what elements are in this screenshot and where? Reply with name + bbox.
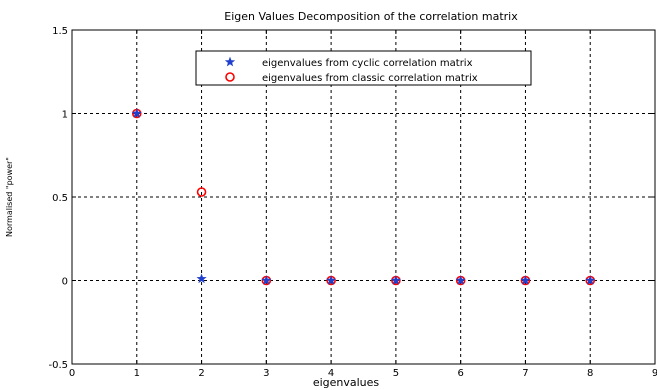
y-tick-label: 1 xyxy=(62,110,68,121)
y-tick-label: 1.5 xyxy=(52,26,68,37)
y-tick-label: -0.5 xyxy=(48,360,68,371)
legend-marker-classic xyxy=(225,72,235,82)
cyclic-eigenvalue-point xyxy=(520,275,531,285)
x-tick-label: 5 xyxy=(393,368,399,379)
legend-label: eigenvalues from classic correlation mat… xyxy=(262,73,478,84)
x-tick-label: 9 xyxy=(652,368,657,379)
cyclic-eigenvalue-point xyxy=(390,275,401,285)
cyclic-eigenvalue-point xyxy=(585,275,596,285)
x-tick-label: 3 xyxy=(263,368,269,379)
x-tick-label: 0 xyxy=(69,368,75,379)
legend-box xyxy=(195,50,532,86)
y-tick-label: 0 xyxy=(62,277,68,288)
grid-lines xyxy=(72,30,655,364)
legend-marker-cyclic xyxy=(224,56,236,67)
cyclic-eigenvalue-point xyxy=(131,108,142,118)
classic-eigenvalue-point xyxy=(196,187,207,197)
cyclic-eigenvalue-point xyxy=(196,273,207,284)
x-axis-label: eigenvalues xyxy=(313,376,380,389)
y-axis-label: Normalised "power" xyxy=(5,157,14,237)
axis-ticks: 0 1 2 3 4 5 6 7 8 9-0.500.511.5 xyxy=(48,26,657,379)
cyclic-eigenvalue-point xyxy=(455,275,466,285)
x-tick-label: 7 xyxy=(522,368,528,379)
cyclic-eigenvalue-point xyxy=(326,275,337,285)
x-tick-label: 4 xyxy=(328,368,334,379)
legend-label: eigenvalues from cyclic correlation matr… xyxy=(262,58,473,69)
data-points xyxy=(131,108,596,286)
x-tick-label: 8 xyxy=(587,368,593,379)
cyclic-eigenvalue-point xyxy=(261,275,272,285)
chart-title: Eigen Values Decomposition of the correl… xyxy=(224,10,518,23)
legend: eigenvalues from cyclic correlation matr… xyxy=(195,50,532,86)
x-tick-label: 6 xyxy=(457,368,463,379)
y-tick-label: 0.5 xyxy=(52,193,68,204)
x-tick-label: 1 xyxy=(134,368,140,379)
x-tick-label: 2 xyxy=(198,368,204,379)
